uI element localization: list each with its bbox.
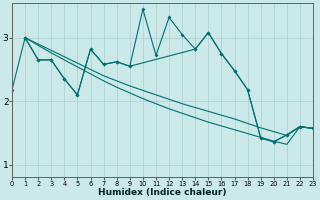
X-axis label: Humidex (Indice chaleur): Humidex (Indice chaleur) bbox=[98, 188, 227, 197]
